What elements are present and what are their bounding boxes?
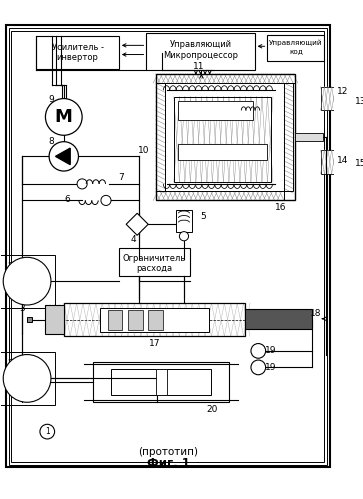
Text: М: М bbox=[55, 108, 73, 126]
Text: Управляющий: Управляющий bbox=[170, 40, 232, 49]
Circle shape bbox=[40, 424, 54, 439]
Bar bbox=[93, 362, 229, 402]
Circle shape bbox=[179, 232, 188, 241]
Text: Ограничитель: Ограничитель bbox=[123, 253, 186, 262]
Polygon shape bbox=[126, 213, 148, 236]
Text: 14: 14 bbox=[337, 157, 348, 166]
Circle shape bbox=[3, 355, 51, 402]
Bar bbox=[245, 309, 311, 329]
Text: 10: 10 bbox=[138, 146, 149, 155]
Text: 20: 20 bbox=[207, 405, 218, 414]
Text: 13: 13 bbox=[355, 97, 363, 106]
Text: 11: 11 bbox=[193, 62, 204, 71]
Text: 1: 1 bbox=[45, 427, 50, 436]
Bar bbox=[108, 309, 122, 330]
Text: 9: 9 bbox=[48, 95, 54, 104]
Circle shape bbox=[251, 360, 266, 375]
Bar bbox=[321, 150, 337, 174]
Bar bbox=[155, 369, 167, 395]
Circle shape bbox=[251, 343, 266, 358]
Text: 8: 8 bbox=[48, 137, 54, 146]
Text: инвертор: инвертор bbox=[57, 53, 98, 62]
Bar bbox=[119, 248, 190, 275]
Bar bbox=[176, 210, 192, 232]
Circle shape bbox=[101, 196, 111, 206]
Text: 2: 2 bbox=[8, 262, 13, 271]
Bar bbox=[155, 191, 284, 201]
Text: Управляющий: Управляющий bbox=[269, 39, 323, 46]
Bar bbox=[155, 74, 295, 83]
Bar bbox=[179, 101, 253, 120]
Text: Усилитель -: Усилитель - bbox=[52, 43, 103, 52]
Text: 4: 4 bbox=[131, 236, 136, 245]
Bar bbox=[155, 74, 295, 201]
Circle shape bbox=[49, 142, 78, 171]
Bar bbox=[295, 133, 322, 141]
Text: 15: 15 bbox=[355, 159, 363, 168]
Bar bbox=[0, 352, 54, 405]
Text: 5: 5 bbox=[200, 212, 206, 221]
Text: 7: 7 bbox=[118, 173, 123, 182]
Text: Д: Д bbox=[23, 276, 31, 286]
Circle shape bbox=[77, 179, 87, 189]
Text: 2: 2 bbox=[8, 359, 13, 368]
Text: Д: Д bbox=[23, 373, 31, 383]
Bar bbox=[179, 144, 266, 160]
Circle shape bbox=[45, 99, 82, 135]
Text: Фиг. 1: Фиг. 1 bbox=[147, 457, 190, 470]
Polygon shape bbox=[56, 148, 70, 165]
Text: расхода: расхода bbox=[136, 264, 173, 273]
Text: код: код bbox=[289, 48, 303, 54]
Bar bbox=[148, 309, 163, 330]
Bar bbox=[111, 369, 211, 395]
Bar bbox=[101, 308, 209, 332]
Text: 12: 12 bbox=[337, 87, 348, 96]
Text: 16: 16 bbox=[274, 203, 286, 212]
Bar bbox=[146, 33, 254, 70]
Text: 18: 18 bbox=[310, 309, 322, 318]
Text: Микропроцессор: Микропроцессор bbox=[163, 51, 238, 60]
Bar bbox=[36, 36, 119, 69]
Text: 6: 6 bbox=[65, 195, 70, 204]
Bar bbox=[321, 87, 337, 110]
Circle shape bbox=[3, 257, 51, 305]
Text: 19: 19 bbox=[265, 363, 277, 372]
Bar bbox=[335, 153, 355, 179]
Text: 3: 3 bbox=[20, 304, 25, 313]
Bar bbox=[128, 309, 143, 330]
Bar bbox=[284, 83, 293, 191]
Bar bbox=[155, 83, 165, 191]
Bar bbox=[268, 35, 325, 61]
Bar bbox=[0, 254, 54, 308]
Bar bbox=[45, 305, 64, 334]
Bar bbox=[335, 92, 355, 120]
Bar bbox=[27, 317, 32, 322]
Bar bbox=[174, 97, 271, 182]
Text: 17: 17 bbox=[149, 339, 160, 348]
Text: (прототип): (прототип) bbox=[138, 447, 198, 457]
Bar bbox=[64, 303, 245, 336]
Text: 19: 19 bbox=[265, 346, 277, 355]
